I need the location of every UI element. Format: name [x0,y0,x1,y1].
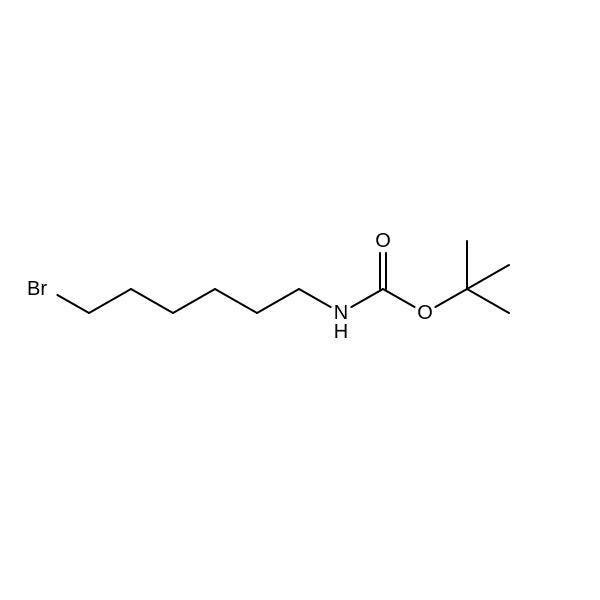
atom-label-odbl: O [375,230,391,252]
atom-label-osgl: O [417,302,433,324]
atom-label-br: Br [27,278,47,300]
molecule-diagram: BrNHOO [0,0,600,600]
atom-sub-n: H [334,321,348,343]
